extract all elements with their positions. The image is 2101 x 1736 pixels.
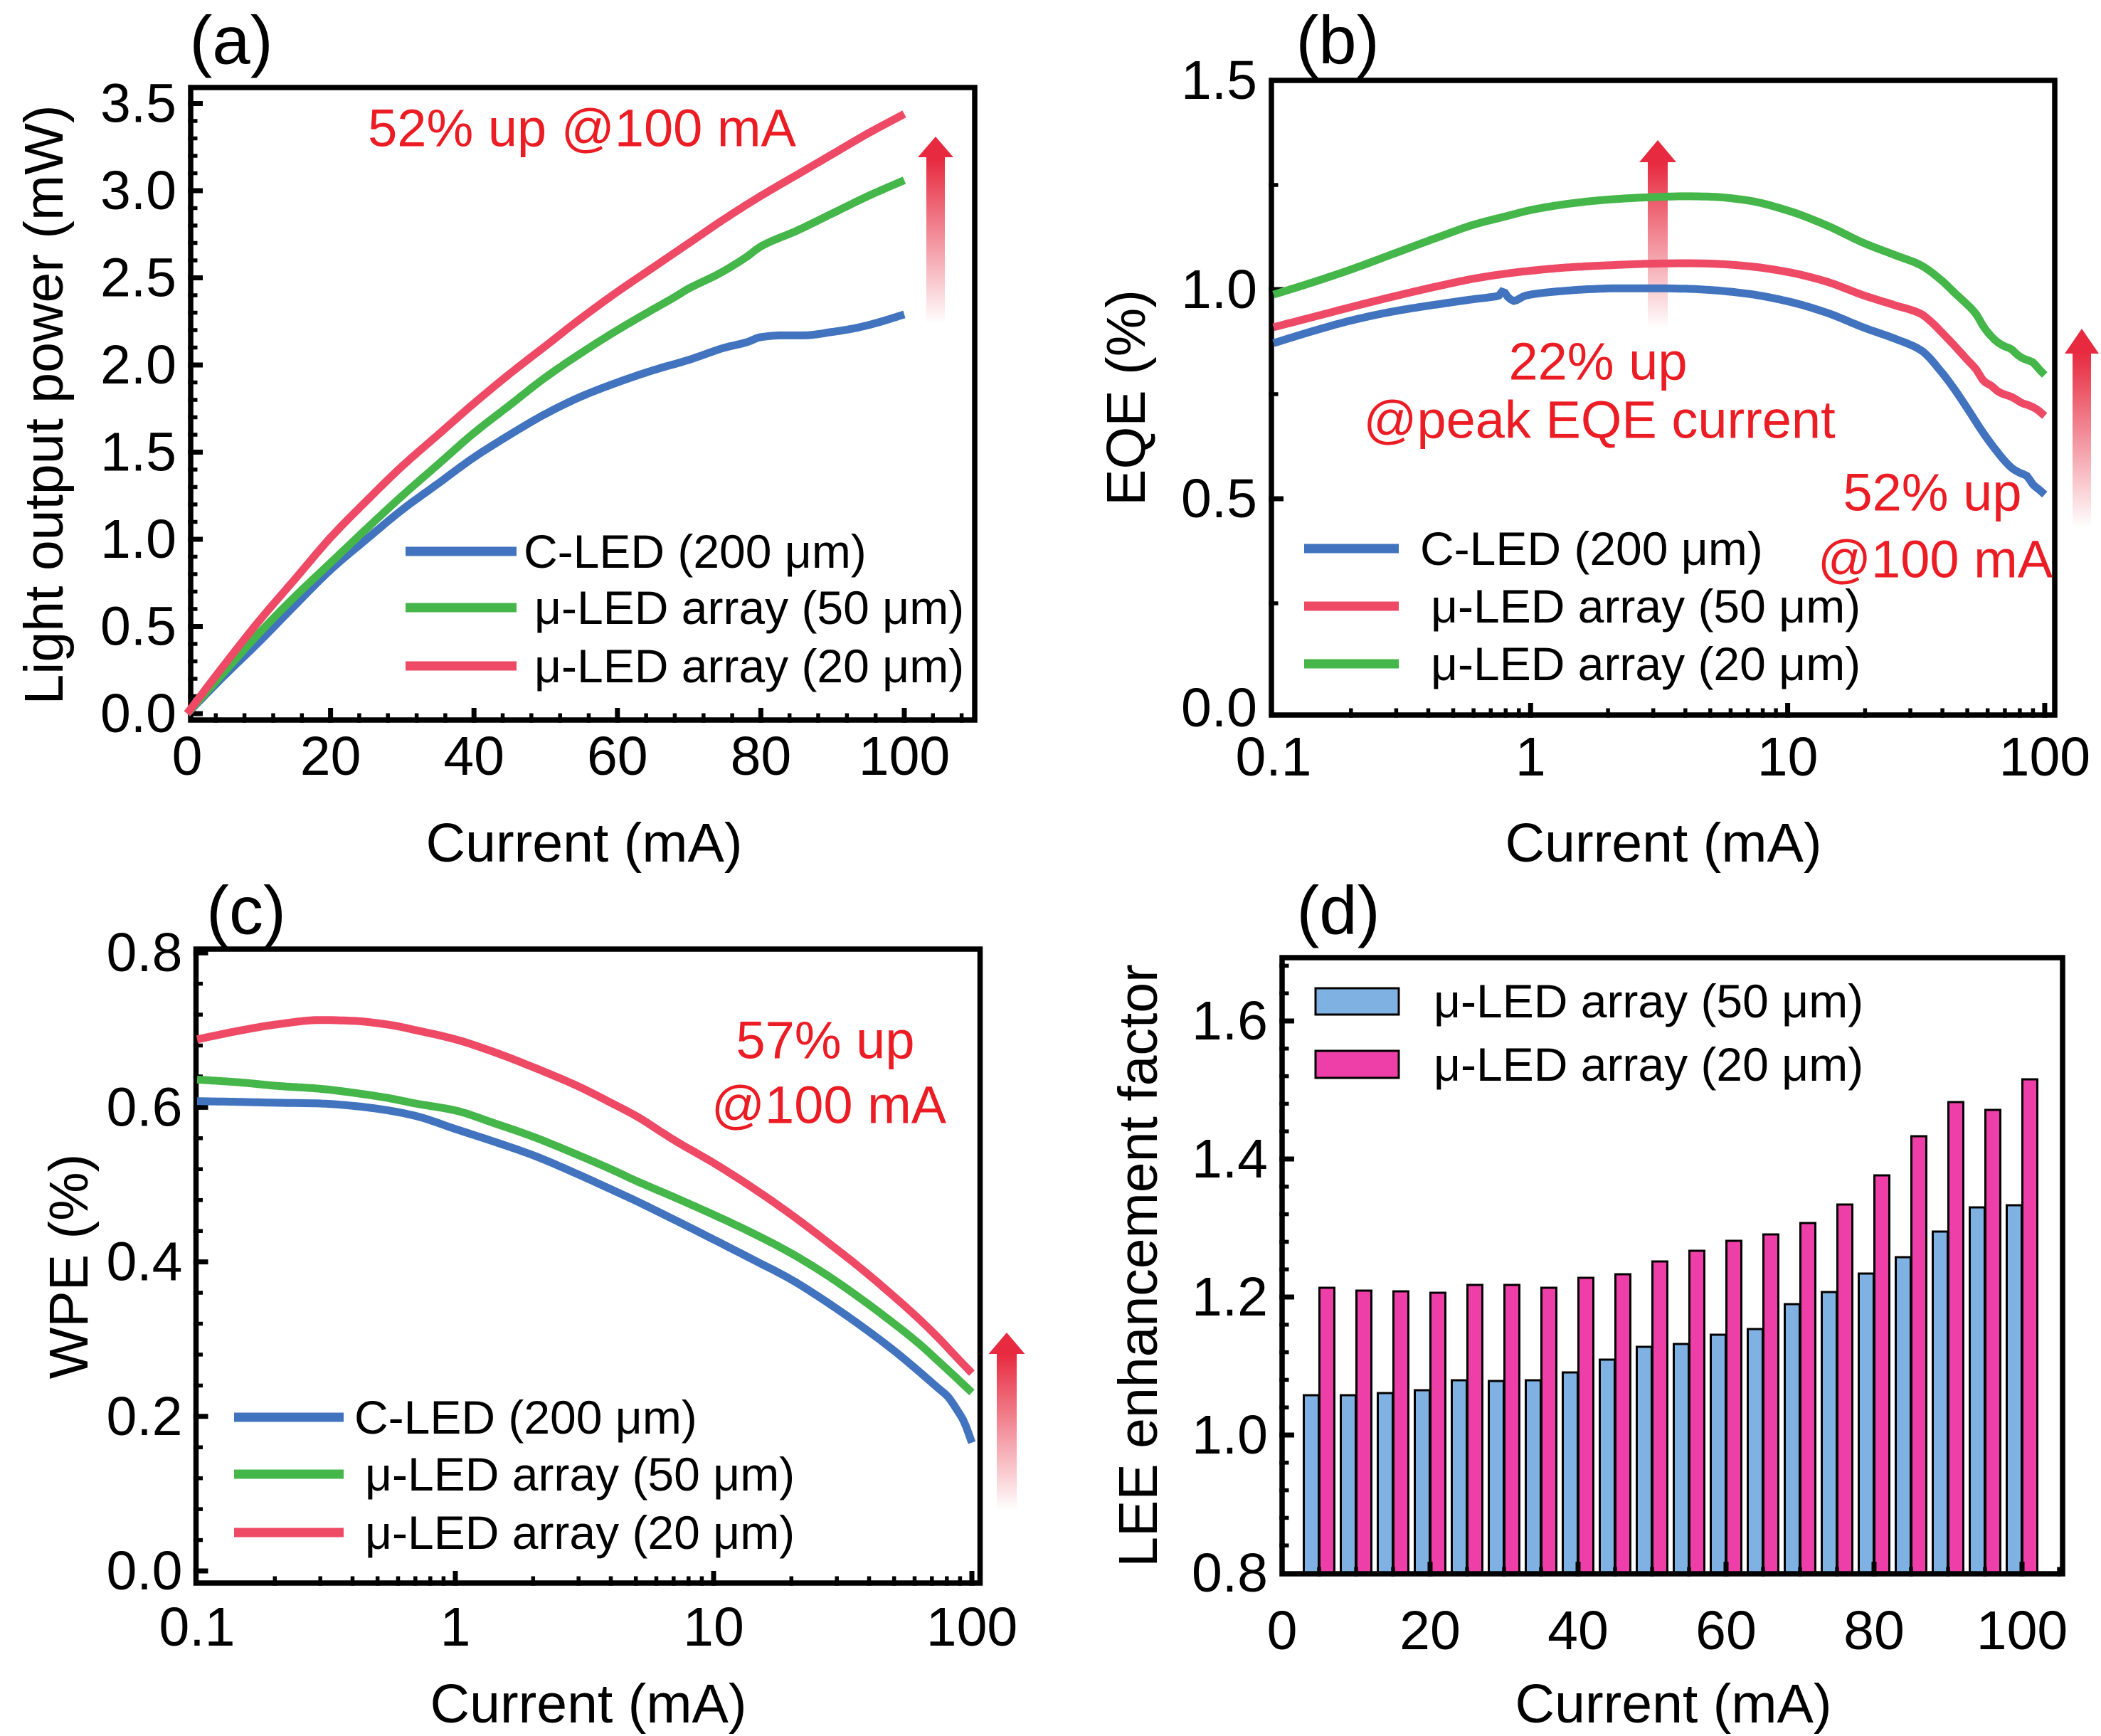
- svg-text:LEE enhancement factor: LEE enhancement factor: [1108, 964, 1169, 1567]
- svg-text:0.0: 0.0: [1181, 677, 1257, 739]
- svg-text:2.5: 2.5: [100, 248, 176, 309]
- svg-text:1.0: 1.0: [1192, 1404, 1268, 1466]
- svg-text:60: 60: [587, 726, 648, 787]
- svg-text:Current (mA): Current (mA): [426, 813, 743, 874]
- svg-text:3.5: 3.5: [100, 73, 176, 134]
- svg-text:100: 100: [1999, 726, 2090, 788]
- svg-text:Light output power (mW): Light output power (mW): [14, 105, 75, 704]
- svg-text:μ-LED array (50 μm): μ-LED array (50 μm): [1431, 580, 1861, 633]
- svg-text:Current (mA): Current (mA): [430, 1673, 747, 1735]
- svg-text:1.5: 1.5: [100, 422, 176, 483]
- svg-text:0: 0: [1267, 1600, 1298, 1661]
- svg-text:0.0: 0.0: [100, 683, 176, 744]
- svg-text:0.5: 0.5: [1181, 468, 1257, 529]
- svg-text:C-LED (200 μm): C-LED (200 μm): [354, 1391, 697, 1444]
- svg-text:1.2: 1.2: [1192, 1266, 1268, 1328]
- svg-text:C-LED (200 μm): C-LED (200 μm): [1420, 522, 1763, 575]
- svg-text:(b): (b): [1296, 3, 1379, 79]
- svg-text:Current (mA): Current (mA): [1505, 813, 1822, 874]
- svg-text:WPE (%): WPE (%): [38, 1154, 100, 1380]
- svg-text:1.5: 1.5: [1181, 50, 1257, 111]
- svg-text:40: 40: [443, 726, 504, 787]
- svg-text:80: 80: [1843, 1600, 1905, 1661]
- svg-text:100: 100: [1976, 1600, 2068, 1661]
- svg-text:100: 100: [926, 1597, 1017, 1658]
- svg-text:1.6: 1.6: [1192, 990, 1268, 1052]
- svg-text:40: 40: [1547, 1600, 1609, 1661]
- svg-text:μ-LED array (20 μm): μ-LED array (20 μm): [534, 640, 964, 692]
- svg-text:20: 20: [1399, 1600, 1461, 1661]
- svg-text:0.1: 0.1: [1235, 726, 1311, 788]
- svg-text:80: 80: [731, 726, 792, 787]
- svg-text:2.0: 2.0: [100, 334, 176, 396]
- svg-text:52% up @100 mA: 52% up @100 mA: [368, 99, 796, 158]
- svg-text:1.0: 1.0: [100, 509, 176, 570]
- svg-text:57% up: 57% up: [736, 1011, 915, 1070]
- svg-text:0.4: 0.4: [106, 1232, 182, 1293]
- svg-text:@100 mA: @100 mA: [1818, 530, 2053, 589]
- svg-text:μ-LED array (50 μm): μ-LED array (50 μm): [1434, 975, 1863, 1027]
- svg-text:@peak EQE current: @peak EQE current: [1363, 391, 1836, 450]
- svg-text:μ-LED array (20 μm): μ-LED array (20 μm): [1434, 1038, 1863, 1091]
- svg-text:0.1: 0.1: [159, 1597, 235, 1658]
- svg-text:(c): (c): [206, 873, 286, 949]
- svg-text:10: 10: [1757, 726, 1819, 788]
- svg-text:20: 20: [300, 726, 361, 787]
- svg-text:52% up: 52% up: [1843, 463, 2022, 522]
- svg-text:0.0: 0.0: [106, 1540, 182, 1602]
- svg-text:22% up: 22% up: [1509, 332, 1688, 391]
- svg-text:1.4: 1.4: [1192, 1128, 1268, 1190]
- svg-text:μ-LED array (20 μm): μ-LED array (20 μm): [365, 1506, 795, 1559]
- svg-text:0.8: 0.8: [106, 922, 182, 983]
- svg-text:μ-LED array (20 μm): μ-LED array (20 μm): [1431, 637, 1861, 690]
- svg-text:10: 10: [683, 1597, 744, 1658]
- svg-text:0.6: 0.6: [106, 1076, 182, 1138]
- svg-text:0.2: 0.2: [106, 1386, 182, 1447]
- svg-text:μ-LED array (50 μm): μ-LED array (50 μm): [534, 581, 964, 634]
- svg-text:60: 60: [1695, 1600, 1757, 1661]
- svg-text:EQE (%): EQE (%): [1096, 290, 1157, 506]
- svg-text:0.8: 0.8: [1192, 1542, 1268, 1604]
- svg-text:@100 mA: @100 mA: [711, 1076, 947, 1135]
- svg-text:1.0: 1.0: [1181, 259, 1257, 320]
- svg-text:Current (mA): Current (mA): [1515, 1673, 1832, 1735]
- svg-text:0.5: 0.5: [100, 596, 176, 657]
- svg-text:0: 0: [172, 726, 203, 787]
- svg-text:(d): (d): [1296, 873, 1380, 949]
- svg-text:(a): (a): [189, 3, 272, 79]
- svg-text:1: 1: [1515, 726, 1546, 788]
- svg-text:100: 100: [859, 726, 950, 787]
- svg-text:3.0: 3.0: [100, 160, 176, 221]
- svg-text:1: 1: [440, 1597, 471, 1658]
- svg-text:μ-LED array (50 μm): μ-LED array (50 μm): [365, 1448, 795, 1501]
- svg-text:C-LED (200 μm): C-LED (200 μm): [524, 525, 867, 578]
